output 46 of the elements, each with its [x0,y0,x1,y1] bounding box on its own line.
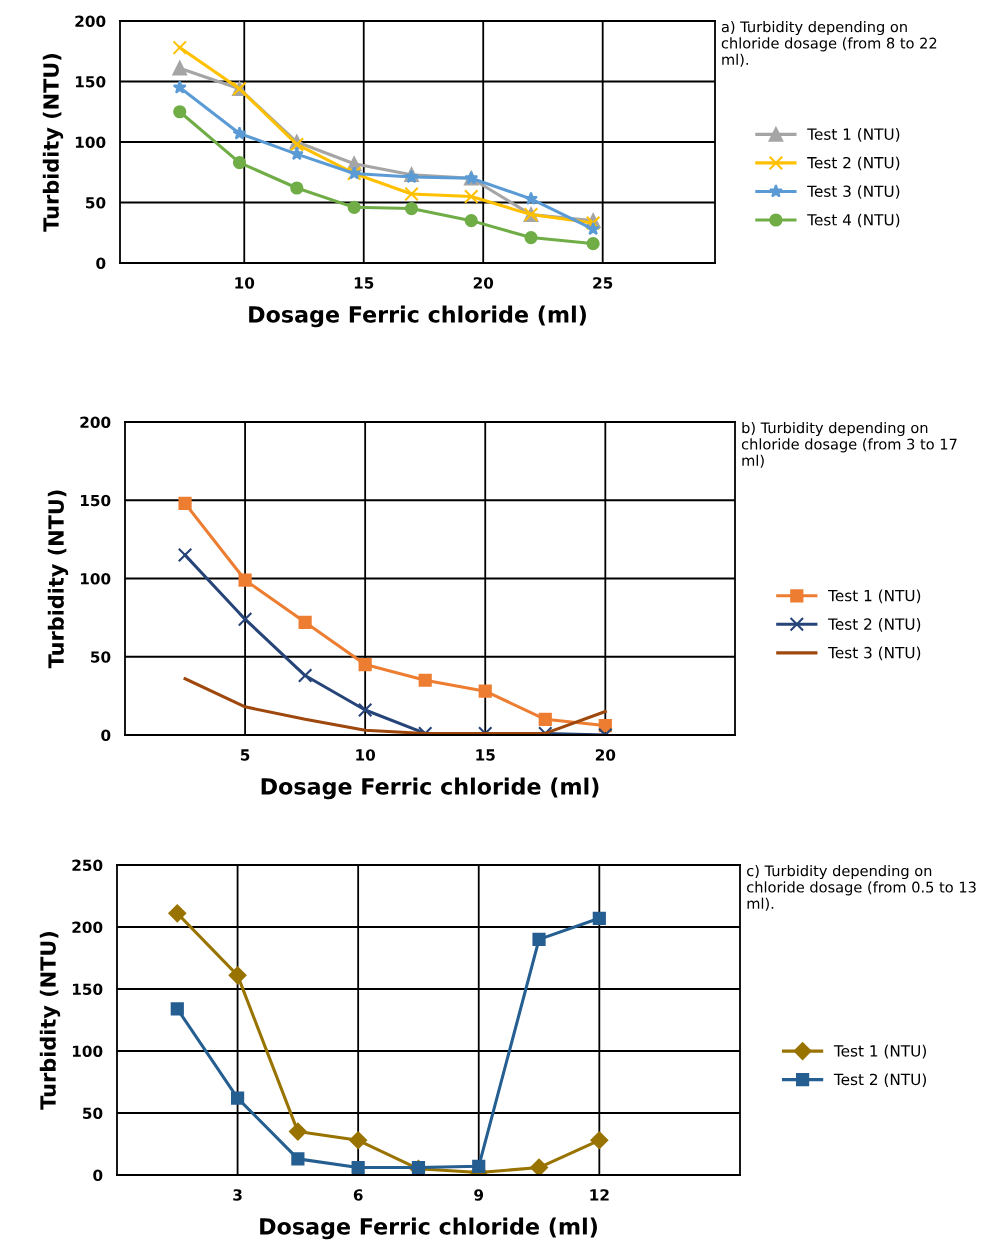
x-tick-label: 20 [595,749,616,761]
x-tick-label: 6 [353,1189,363,1201]
legend-label: Test 1 (NTU) [833,1044,926,1059]
legend-label: Test 1 (NTU) [828,589,921,604]
x-tick-label: 20 [473,277,494,289]
x-tick-label: 25 [593,277,613,289]
legend-label: Test 4 (NTU) [807,213,900,228]
y-tick-label: 100 [72,1045,103,1058]
legend-label: Test 2 (NTU) [828,618,921,632]
y-tick-label: 250 [72,859,103,872]
y-tick-label: 50 [86,196,106,209]
y-tick-label: 150 [80,494,111,507]
y-tick-label: 50 [83,1107,103,1120]
y-tick-label: 100 [80,572,111,585]
x-tick-label: 5 [240,749,250,761]
y-tick-label: 0 [96,257,106,270]
x-tick-label: 9 [474,1189,484,1201]
legend-label: Test 1 (NTU) [807,128,900,142]
y-tick-label: 150 [75,75,106,88]
y-tick-label: 0 [93,1169,103,1182]
x-tick-label: 15 [354,277,374,289]
x-tick-label: 15 [476,749,495,761]
x-axis-title: Dosage Ferric chloride (ml) [260,1217,597,1240]
y-tick-label: 150 [72,983,103,996]
x-axis-title: Dosage Ferric chloride (ml) [261,777,599,800]
y-axis-title: Turbidity (NTU) [42,54,64,232]
text: c) Turbidity depending on chloride dosage (from 0.5 to 13 ml). [747,865,976,911]
y-tick-label: 200 [80,416,111,429]
legend-label: Test 2 (NTU) [833,1073,926,1087]
x-tick-label: 12 [590,1189,609,1201]
y-tick-label: 200 [72,921,103,934]
legend-label: Test 3 (NTU) [828,646,921,661]
y-axis-title: Turbidity (NTU) [47,490,69,669]
y-tick-label: 50 [91,651,111,663]
text: b) Turbidity depending on chloride dosage (from 3 to 17 ml) [741,422,957,468]
x-axis-title: Dosage Ferric chloride (ml) [249,305,586,328]
x-tick-label: 10 [235,277,255,289]
y-tick-label: 100 [75,136,106,149]
y-tick-label: 0 [101,729,111,742]
text: a) Turbidity depending on chloride dosage (from 8 to 22 ml). [721,21,937,67]
legend-label: Test 3 (NTU) [807,185,900,199]
x-tick-label: 3 [233,1189,242,1201]
y-tick-label: 200 [75,15,106,28]
legend-label: Test 2 (NTU) [807,156,900,171]
x-tick-label: 10 [356,749,376,761]
y-axis-title: Turbidity (NTU) [39,932,61,1110]
